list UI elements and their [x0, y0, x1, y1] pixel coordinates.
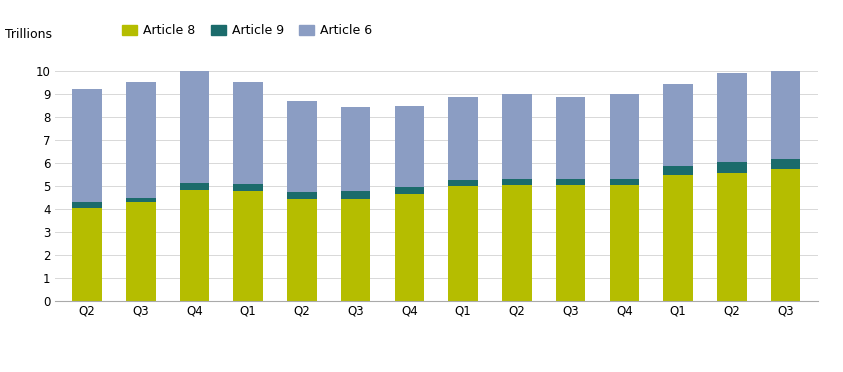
- Bar: [126, 82, 155, 198]
- Text: Trillions: Trillions: [5, 28, 52, 41]
- Bar: [663, 175, 693, 301]
- Bar: [556, 97, 585, 179]
- Bar: [287, 101, 317, 192]
- Bar: [717, 173, 747, 301]
- Bar: [717, 162, 747, 173]
- Bar: [395, 195, 424, 301]
- Bar: [502, 94, 532, 179]
- Bar: [556, 179, 585, 185]
- Bar: [234, 184, 263, 191]
- Bar: [556, 185, 585, 301]
- Bar: [287, 199, 317, 301]
- Bar: [663, 84, 693, 166]
- Bar: [502, 179, 532, 185]
- Bar: [234, 191, 263, 301]
- Bar: [72, 89, 102, 202]
- Bar: [126, 202, 155, 301]
- Bar: [395, 106, 424, 187]
- Bar: [448, 180, 478, 186]
- Legend: Article 8, Article 9, Article 6: Article 8, Article 9, Article 6: [122, 24, 373, 37]
- Bar: [663, 166, 693, 175]
- Bar: [341, 199, 370, 301]
- Bar: [771, 159, 800, 169]
- Bar: [341, 107, 370, 191]
- Bar: [609, 94, 639, 179]
- Bar: [180, 183, 209, 190]
- Bar: [609, 185, 639, 301]
- Bar: [180, 71, 209, 183]
- Bar: [502, 185, 532, 301]
- Bar: [180, 190, 209, 301]
- Bar: [771, 71, 800, 159]
- Bar: [717, 73, 747, 162]
- Bar: [609, 179, 639, 185]
- Bar: [448, 97, 478, 180]
- Bar: [771, 169, 800, 301]
- Bar: [126, 198, 155, 202]
- Bar: [448, 186, 478, 301]
- Bar: [234, 82, 263, 184]
- Bar: [72, 208, 102, 301]
- Bar: [72, 202, 102, 208]
- Bar: [341, 191, 370, 199]
- Bar: [287, 192, 317, 199]
- Bar: [395, 187, 424, 195]
